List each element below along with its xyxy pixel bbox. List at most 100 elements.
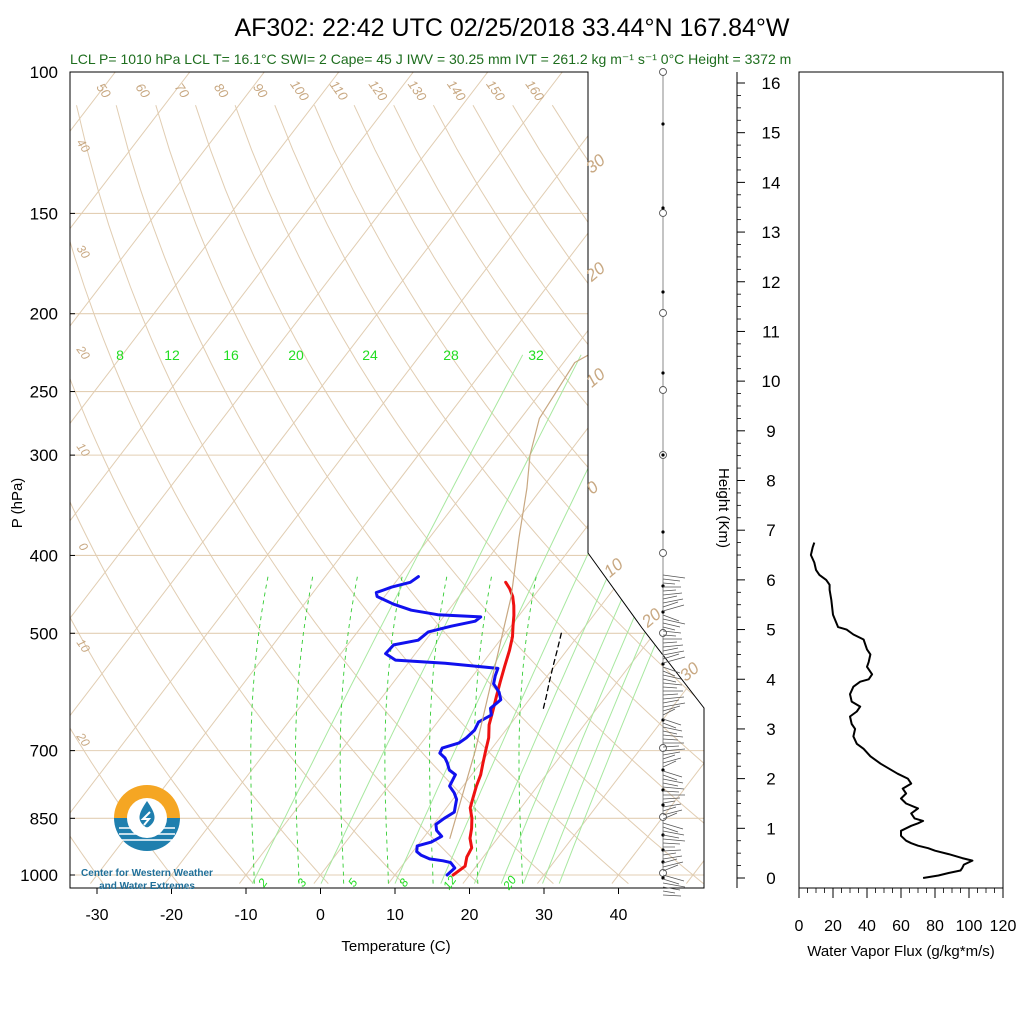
- wind-barb: [662, 754, 676, 760]
- wind-barb: [662, 666, 681, 674]
- wind-barb: [662, 812, 678, 820]
- isotherm-label: 40: [74, 136, 93, 155]
- wind-barb: [662, 630, 682, 634]
- dry-adiabat: [353, 104, 704, 885]
- wind-barb: [662, 682, 683, 686]
- environment-lapse-profile: [449, 88, 704, 839]
- flux-tick-label: 120: [990, 918, 1017, 935]
- calm-wind-circle: [659, 813, 667, 821]
- wind-barb: [662, 644, 684, 648]
- pressure-axis-label: P (hPa): [9, 478, 26, 529]
- calm-wind-circle: [659, 744, 667, 752]
- wind-barb: [662, 748, 686, 752]
- wind-barb: [662, 774, 678, 781]
- height-tick-label: 11: [762, 322, 780, 341]
- wind-barb: [662, 614, 680, 622]
- wind-barb: [662, 800, 676, 804]
- parcel-profile: [542, 632, 562, 712]
- wind-barb: [662, 734, 684, 738]
- wind-barb: [662, 653, 680, 660]
- calm-wind-circle: [659, 209, 667, 217]
- height-tick-label: 2: [766, 770, 775, 789]
- wind-barb: [662, 745, 680, 748]
- temperature-axis-label: Temperature (C): [341, 938, 450, 955]
- dry-adiabat: [155, 105, 704, 884]
- dry-adiabat: [115, 105, 629, 884]
- dry-adiabat: [591, 104, 704, 885]
- wind-barb: [662, 874, 685, 882]
- wind-barb: [662, 790, 680, 793]
- wind-barb: [662, 578, 681, 582]
- isotherm-label: 0: [583, 477, 603, 498]
- isotherm-label: 30: [582, 150, 609, 177]
- dry-adiabat-label: 130: [405, 77, 430, 104]
- flux-frame: [798, 71, 1004, 889]
- wind-barb: [662, 622, 681, 628]
- wind-barb: [662, 786, 685, 790]
- wind-barb: [662, 861, 684, 868]
- isotherm-line: [70, 72, 638, 884]
- dry-adiabat-label: 90: [250, 80, 271, 101]
- lightning-icon: [140, 811, 152, 826]
- wind-barb: [662, 806, 677, 812]
- height-axis-label: Height (Km): [715, 468, 732, 548]
- wind-barb: [662, 838, 686, 842]
- mixing-ratio-line: [320, 354, 582, 884]
- dry-adiabat-label: 80: [211, 80, 232, 101]
- wind-barb: [662, 618, 686, 625]
- dry-adiabat-label: 50: [93, 80, 114, 101]
- wind-barb: [662, 834, 680, 839]
- mixing-ratio-label: 32: [528, 347, 544, 363]
- wind-marker: [661, 530, 665, 534]
- pressure-tick-label: 150: [30, 204, 58, 223]
- flux-tick-label: 80: [926, 918, 944, 935]
- dry-adiabat-label: 100: [287, 77, 312, 104]
- flux-axis-label: Water Vapor Flux (g/kg*m/s): [807, 943, 995, 960]
- isotherm-label: 20: [73, 729, 93, 749]
- isotherm-line: [70, 72, 265, 884]
- wind-marker: [661, 290, 665, 294]
- isotherm-line: [70, 72, 191, 884]
- temperature-tick-label: -20: [160, 907, 183, 924]
- isotherm-line: [90, 72, 704, 884]
- wind-barb: [662, 678, 677, 683]
- isotherm-line: [388, 72, 704, 884]
- wind-barb: [662, 864, 679, 872]
- wind-barb: [662, 797, 681, 800]
- calm-wind-circle: [659, 68, 667, 76]
- wind-barb: [662, 696, 685, 700]
- dry-adiabat: [70, 105, 254, 884]
- wind-barb: [662, 699, 680, 704]
- mixing-ratio-label: 24: [362, 347, 378, 363]
- mixing-ratio-label: 20: [288, 347, 304, 363]
- pressure-tick-label: 250: [30, 383, 58, 402]
- dry-adiabat: [313, 104, 704, 885]
- wind-barb: [662, 730, 678, 735]
- isotherm-line: [537, 72, 704, 884]
- wind-barb: [662, 842, 681, 845]
- height-tick-label: 8: [766, 472, 775, 491]
- wind-barb: [662, 852, 677, 856]
- height-tick-label: 3: [766, 720, 775, 739]
- wind-barb: [662, 890, 676, 894]
- wind-marker: [661, 876, 665, 880]
- wind-barb: [662, 882, 686, 888]
- height-tick-label: 5: [766, 621, 775, 640]
- mixing-ratio-line: [251, 354, 524, 884]
- calm-wind-circle: [659, 309, 667, 317]
- wind-barb: [662, 722, 677, 729]
- wind-marker: [661, 610, 665, 614]
- mixing-ratio-line: [394, 354, 645, 884]
- dry-adiabat-label: 60: [133, 80, 154, 101]
- wind-marker: [661, 803, 665, 807]
- wind-marker: [661, 371, 665, 375]
- height-tick-label: 6: [766, 571, 775, 590]
- wind-barb: [662, 650, 685, 656]
- wind-barb: [662, 782, 679, 787]
- temperature-tick-label: 30: [535, 907, 553, 924]
- height-tick-label: 12: [762, 273, 781, 292]
- wind-marker: [661, 662, 665, 666]
- isotherm-line: [164, 72, 704, 884]
- dry-adiabat: [234, 105, 704, 885]
